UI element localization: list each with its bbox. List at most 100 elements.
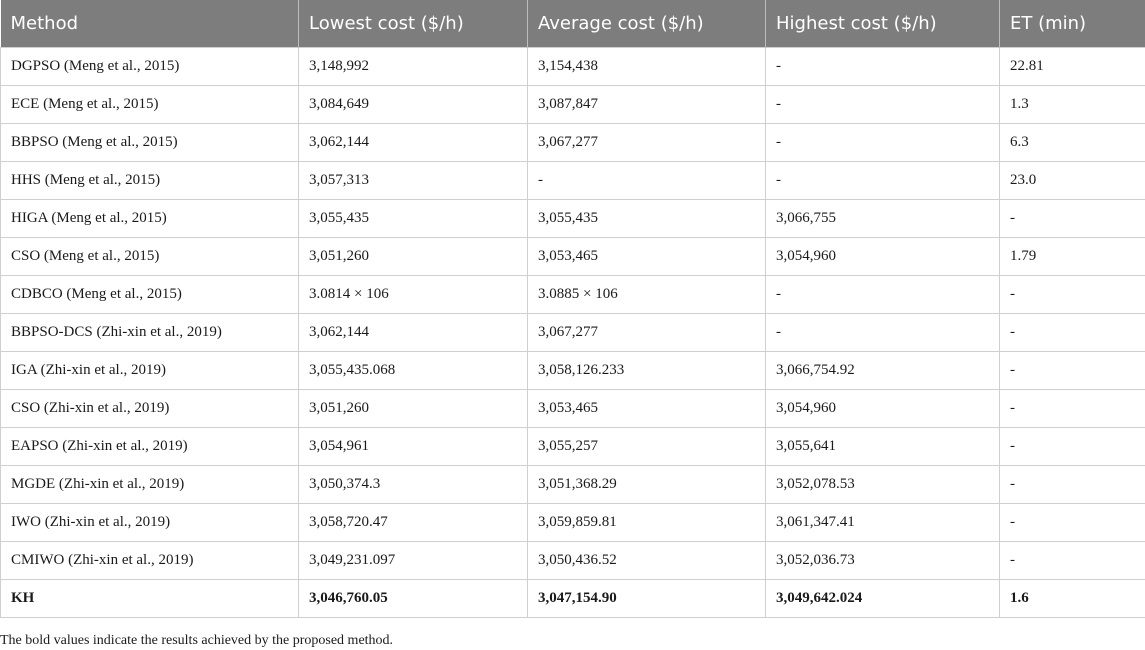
cell-method: CSO (Meng et al., 2015) [0,237,299,276]
cell-highest-cost: - [765,313,1000,352]
cell-average-cost: 3.0885 × 106 [527,275,766,314]
cell-highest-cost: 3,061,347.41 [765,503,1000,542]
header-row: Method Lowest cost ($/h) Average cost ($… [0,0,1145,48]
cell-average-cost: 3,087,847 [527,85,766,124]
cell-lowest-cost: 3,057,313 [298,161,528,200]
table-row: HHS (Meng et al., 2015) 3,057,313- -23.0 [0,161,1145,200]
table-row: BBPSO (Meng et al., 2015) 3,062,144 3,067,… [0,123,1145,162]
cell-average-cost: 3,059,859.81 [527,503,766,542]
cell-et: - [999,199,1145,238]
header-average-cost: Average cost ($/h) [527,0,766,48]
cell-highest-cost: - [765,275,1000,314]
cell-lowest-cost: 3.0814 × 106 [298,275,528,314]
cell-highest-cost: - [765,47,1000,86]
cell-lowest-cost: 3,051,260 [298,389,528,428]
table-row: BBPSO-DCS (Zhi-xin et al., 2019) 3,062,14… [0,313,1145,352]
cell-lowest-cost: 3,050,374.3 [298,465,528,504]
cell-highest-cost: 3,052,078.53 [765,465,1000,504]
cell-lowest-cost: 3,084,649 [298,85,528,124]
cell-method: HHS (Meng et al., 2015) [0,161,299,200]
cell-et: 6.3 [999,123,1145,162]
table-row: IWO (Zhi-xin et al., 2019) 3,058,720.47 3,… [0,503,1145,542]
cell-et: 1.3 [999,85,1145,124]
cell-et: 1.6 [999,579,1145,618]
cell-average-cost: 3,053,465 [527,389,766,428]
cell-et: - [999,275,1145,314]
cell-average-cost: 3,055,257 [527,427,766,466]
cell-average-cost: 3,050,436.52 [527,541,766,580]
cell-lowest-cost: 3,062,144 [298,123,528,162]
cell-lowest-cost: 3,054,961 [298,427,528,466]
cell-method: IGA (Zhi-xin et al., 2019) [0,351,299,390]
cell-et: 1.79 [999,237,1145,276]
cell-method: BBPSO (Meng et al., 2015) [0,123,299,162]
header-et: ET (min) [999,0,1145,48]
table-row: CSO (Meng et al., 2015) 3,051,260 3,053,46… [0,237,1145,276]
table-row: CSO (Zhi-xin et al., 2019) 3,051,260 3,053… [0,389,1145,428]
cell-highest-cost: - [765,161,1000,200]
header-lowest-cost: Lowest cost ($/h) [298,0,528,48]
cell-et: 22.81 [999,47,1145,86]
table-row: CDBCO (Meng et al., 2015) 3.0814 × 106 3.0… [0,275,1145,314]
cell-method: HIGA (Meng et al., 2015) [0,199,299,238]
cell-highest-cost: 3,066,755 [765,199,1000,238]
cell-highest-cost: 3,049,642.024 [765,579,1000,618]
cell-lowest-cost: 3,058,720.47 [298,503,528,542]
cell-et: - [999,389,1145,428]
table-row: CMIWO (Zhi-xin et al., 2019) 3,049,231.09… [0,541,1145,580]
cell-highest-cost: 3,054,960 [765,389,1000,428]
cell-et: 23.0 [999,161,1145,200]
cell-method: IWO (Zhi-xin et al., 2019) [0,503,299,542]
cell-average-cost: 3,067,277 [527,123,766,162]
cell-method: EAPSO (Zhi-xin et al., 2019) [0,427,299,466]
cell-average-cost: 3,055,435 [527,199,766,238]
table-row: ECE (Meng et al., 2015) 3,084,649 3,087,84… [0,85,1145,124]
cell-et: - [999,465,1145,504]
cell-method: DGPSO (Meng et al., 2015) [0,47,299,86]
table-footnote: The bold values indicate the results ach… [0,633,394,648]
cell-highest-cost: 3,052,036.73 [765,541,1000,580]
cell-lowest-cost: 3,148,992 [298,47,528,86]
cell-method: MGDE (Zhi-xin et al., 2019) [0,465,299,504]
cell-lowest-cost: 3,046,760.05 [298,579,528,618]
table-row: DGPSO (Meng et al., 2015) 3,148,992 3,154,… [0,47,1145,86]
cell-method: CDBCO (Meng et al., 2015) [0,275,299,314]
table-row: IGA (Zhi-xin et al., 2019) 3,055,435.068 3… [0,351,1145,390]
table-row: KH 3,046,760.05 3,047,154.90 3,049,642.024 1… [0,579,1145,618]
cell-lowest-cost: 3,062,144 [298,313,528,352]
cell-highest-cost: 3,055,641 [765,427,1000,466]
cell-average-cost: - [527,161,766,200]
table-row: MGDE (Zhi-xin et al., 2019) 3,050,374.3 3,… [0,465,1145,504]
cell-highest-cost: 3,054,960 [765,237,1000,276]
cell-method: CMIWO (Zhi-xin et al., 2019) [0,541,299,580]
table-row: EAPSO (Zhi-xin et al., 2019) 3,054,961 3,0… [0,427,1145,466]
cell-method: BBPSO-DCS (Zhi-xin et al., 2019) [0,313,299,352]
cell-highest-cost: 3,066,754.92 [765,351,1000,390]
cell-average-cost: 3,154,438 [527,47,766,86]
cell-average-cost: 3,067,277 [527,313,766,352]
cell-et: - [999,541,1145,580]
cell-average-cost: 3,051,368.29 [527,465,766,504]
table-body: DGPSO (Meng et al., 2015) 3,148,992 3,154,… [0,47,1145,618]
cell-average-cost: 3,058,126.233 [527,351,766,390]
cell-average-cost: 3,047,154.90 [527,579,766,618]
header-highest-cost: Highest cost ($/h) [765,0,1000,48]
results-table: Method Lowest cost ($/h) Average cost ($… [0,0,1145,618]
table-header: Method Lowest cost ($/h) Average cost ($… [0,0,1145,48]
table-row: HIGA (Meng et al., 2015) 3,055,435 3,055,4… [0,199,1145,238]
cell-method: KH [0,579,299,618]
cell-lowest-cost: 3,055,435.068 [298,351,528,390]
cell-lowest-cost: 3,051,260 [298,237,528,276]
cell-et: - [999,427,1145,466]
cell-method: CSO (Zhi-xin et al., 2019) [0,389,299,428]
cell-et: - [999,313,1145,352]
cell-lowest-cost: 3,049,231.097 [298,541,528,580]
cell-highest-cost: - [765,85,1000,124]
cell-et: - [999,351,1145,390]
cell-average-cost: 3,053,465 [527,237,766,276]
cell-lowest-cost: 3,055,435 [298,199,528,238]
cell-et: - [999,503,1145,542]
cell-method: ECE (Meng et al., 2015) [0,85,299,124]
cell-highest-cost: - [765,123,1000,162]
header-method: Method [0,0,299,48]
